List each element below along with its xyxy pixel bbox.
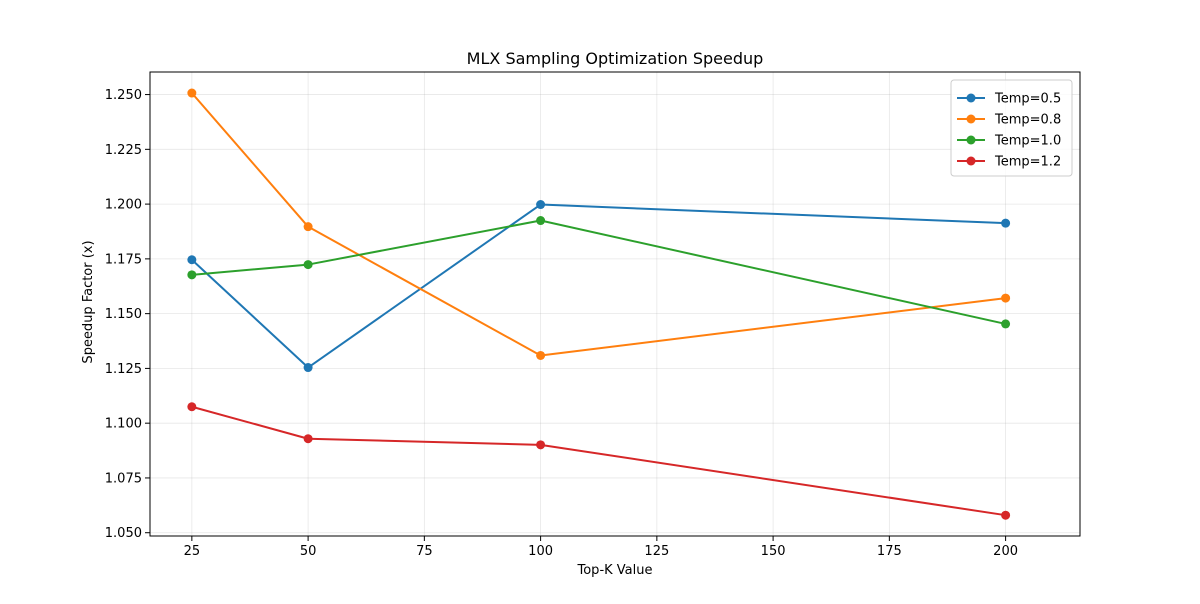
legend-marker <box>966 114 976 124</box>
legend-marker <box>966 93 976 103</box>
legend-label: Temp=0.5 <box>994 92 1061 107</box>
data-point <box>1001 293 1011 303</box>
series-line-1 <box>190 203 1007 369</box>
y-tick-label: 1.200 <box>105 198 142 213</box>
x-tick-label: 175 <box>877 544 902 559</box>
legend-marker <box>966 156 976 166</box>
legend-label: Temp=0.8 <box>994 113 1061 128</box>
data-point <box>187 88 197 98</box>
series-line-3 <box>190 219 1007 325</box>
series-line-4 <box>190 405 1007 517</box>
data-point <box>536 350 546 360</box>
y-tick-label: 1.075 <box>105 471 142 486</box>
legend-marker <box>966 135 976 145</box>
x-axis-label: Top-K Value <box>577 563 653 578</box>
y-tick-label: 1.225 <box>105 143 142 158</box>
y-tick-label: 1.050 <box>105 526 142 541</box>
data-point <box>187 402 197 412</box>
chart-title: MLX Sampling Optimization Speedup <box>467 49 764 68</box>
y-tick-label: 1.150 <box>105 307 142 322</box>
series-line-2 <box>190 92 1007 357</box>
x-tick-label: 125 <box>644 544 669 559</box>
y-axis-label: Speedup Factor (x) <box>81 240 96 363</box>
x-tick-label: 150 <box>761 544 786 559</box>
data-point <box>187 255 197 265</box>
data-point <box>303 363 313 373</box>
data-point <box>1001 510 1011 520</box>
data-point <box>303 434 313 444</box>
y-tick-label: 1.125 <box>105 362 142 377</box>
data-point <box>536 200 546 210</box>
legend-box <box>950 79 1073 177</box>
data-point <box>1001 218 1011 228</box>
data-point <box>303 260 313 270</box>
x-tick-label: 50 <box>300 544 317 559</box>
data-point <box>1001 319 1011 329</box>
y-tick-label: 1.250 <box>105 88 142 103</box>
data-point <box>536 216 546 226</box>
x-tick-label: 100 <box>528 544 553 559</box>
data-point <box>303 222 313 232</box>
x-tick-label: 25 <box>184 544 201 559</box>
data-point <box>536 440 546 450</box>
legend-label: Temp=1.2 <box>994 155 1061 170</box>
y-tick-label: 1.175 <box>105 252 142 267</box>
x-tick-label: 75 <box>416 544 433 559</box>
x-tick-label: 200 <box>993 544 1018 559</box>
y-tick-label: 1.100 <box>105 417 142 432</box>
plot-frame <box>149 71 1081 537</box>
legend-label: Temp=1.0 <box>994 134 1061 149</box>
data-point <box>187 270 197 280</box>
